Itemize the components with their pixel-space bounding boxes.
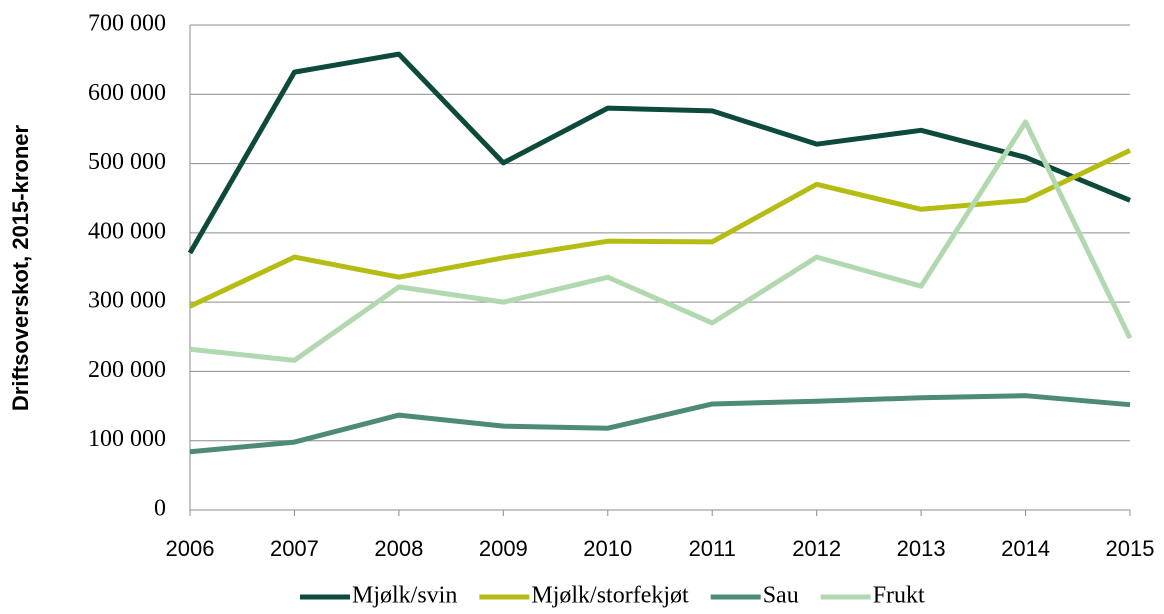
x-tick-label: 2008: [374, 536, 423, 561]
series-line: [187, 51, 1131, 255]
x-tick-label: 2009: [479, 536, 528, 561]
y-tick-label: 200 000: [88, 357, 166, 383]
legend-label: Mjølk/svin: [352, 583, 457, 609]
series-line: [188, 148, 1132, 309]
legend-label: Mjølk/storfekjøt: [531, 583, 689, 609]
y-tick-label: 400 000: [88, 218, 166, 244]
y-tick-label: 600 000: [88, 80, 166, 106]
x-tick-label: 2010: [583, 536, 632, 561]
y-tick-label: 700 000: [88, 11, 166, 37]
x-tick-label: 2014: [1001, 536, 1050, 561]
x-tick-label: 2006: [166, 536, 215, 561]
series-line: [189, 119, 1133, 363]
x-tick-label: 2007: [270, 536, 319, 561]
y-tick-label: 100 000: [88, 426, 166, 452]
x-tick-label: 2011: [689, 536, 736, 561]
x-tick-label: 2012: [792, 536, 841, 561]
x-tick-label: 2015: [1106, 536, 1155, 561]
y-tick-label: 0: [154, 496, 166, 522]
legend-label: Sau: [763, 583, 799, 609]
y-tick-label: 500 000: [88, 149, 166, 175]
legend-label: Frukt: [873, 583, 925, 609]
y-tick-label: 300 000: [88, 288, 166, 314]
y-axis-label: Driftsoverskot, 2015-kroner: [8, 125, 33, 412]
x-tick-label: 2013: [897, 536, 946, 561]
series-line: [189, 393, 1131, 455]
